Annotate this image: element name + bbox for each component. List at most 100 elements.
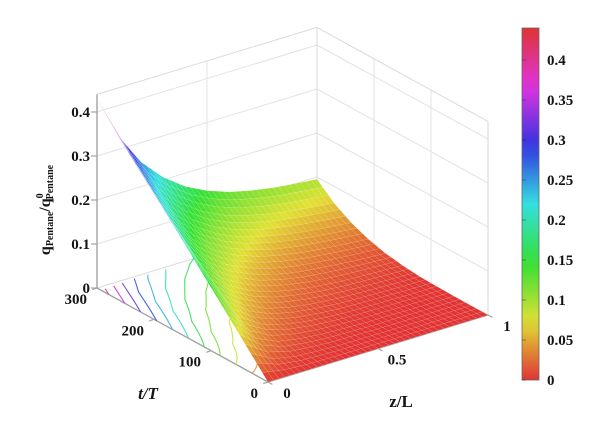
- surface-facet: [410, 331, 423, 338]
- surface-facet: [197, 249, 210, 263]
- surface-facet: [164, 210, 177, 229]
- surface-facet: [212, 205, 225, 216]
- surface-facet: [321, 332, 334, 339]
- x-tick-label: 0: [283, 386, 291, 402]
- y-tick-label: 0: [251, 386, 259, 402]
- surface-facet: [386, 288, 399, 295]
- surface-facet: [364, 305, 378, 311]
- surface-facet: [173, 187, 187, 200]
- surface-facet: [297, 282, 310, 289]
- surface-facet: [337, 328, 351, 334]
- surface-facet: [385, 262, 398, 269]
- surface-facet: [243, 323, 257, 333]
- surface-facet: [184, 191, 198, 204]
- surface-facet: [230, 270, 244, 279]
- floor-contour: [113, 285, 126, 304]
- surface-facet: [259, 296, 272, 303]
- surface-facet: [235, 241, 248, 250]
- surface-facet: [300, 358, 313, 365]
- surface-facet: [338, 353, 352, 359]
- surface-facet: [404, 328, 417, 334]
- surface-facet: [369, 293, 383, 300]
- surface-facet: [327, 351, 340, 357]
- surface-facet: [227, 306, 240, 320]
- surface-facet: [312, 255, 326, 263]
- surface-facet: [289, 366, 302, 374]
- surface-facet: [379, 253, 392, 259]
- surface-facet: [174, 214, 187, 227]
- surface-facet: [360, 346, 374, 353]
- surface-facet: [294, 365, 308, 373]
- surface-facet: [252, 274, 266, 281]
- surface-facet: [343, 341, 357, 348]
- surface-facet: [377, 341, 390, 348]
- surface-facet: [158, 197, 171, 213]
- surface-facet: [218, 239, 232, 249]
- surface-facet: [380, 290, 394, 296]
- surface-facet: [290, 253, 304, 260]
- surface-facet: [136, 164, 148, 184]
- surface-facet: [323, 253, 337, 260]
- surface-facet: [326, 315, 339, 322]
- surface-facet: [403, 309, 417, 315]
- surface-facet: [413, 281, 427, 287]
- colorbar-tick-label: 0.4: [547, 53, 566, 69]
- surface-facet: [426, 317, 439, 323]
- surface-facet: [220, 261, 233, 272]
- surface-facet: [352, 281, 365, 288]
- surface-facet: [289, 217, 302, 226]
- colorbar-tick-label: 0.2: [547, 213, 566, 229]
- surface-facet: [269, 274, 282, 281]
- surface-facet: [308, 280, 321, 288]
- surface-facet: [321, 348, 335, 354]
- surface-facet: [319, 300, 333, 307]
- surface-facet: [338, 348, 351, 354]
- surface-facet: [317, 212, 330, 221]
- surface-facet: [278, 219, 291, 228]
- surface-facet: [268, 255, 282, 263]
- surface-facet: [233, 319, 246, 333]
- colorbar: 0 0.05 0.1 0.15 0.2 0.25 0.3 0.35 0.4: [521, 27, 573, 389]
- surface-facet: [382, 330, 395, 336]
- surface-facet: [224, 240, 237, 249]
- surface-facet: [267, 213, 280, 222]
- surface-facet: [278, 369, 291, 378]
- surface-facet: [316, 349, 329, 356]
- surface-facet: [328, 210, 341, 219]
- surface-facet: [392, 302, 405, 308]
- surface-facet: [254, 311, 267, 319]
- x-tick-label: 1: [503, 319, 511, 335]
- surface-facet: [310, 335, 323, 341]
- surface-facet: [325, 304, 339, 311]
- z-tick-label: 0.3: [71, 149, 90, 165]
- surface-facet: [443, 321, 456, 327]
- surface-facet: [459, 302, 472, 308]
- surface-facet: [470, 313, 484, 319]
- surface-facet: [335, 257, 348, 264]
- surface-facet: [397, 305, 411, 312]
- surface-facet: [329, 252, 342, 259]
- surface-facet: [334, 244, 348, 252]
- floor-contour: [147, 274, 174, 330]
- surface-facet: [346, 272, 360, 279]
- surface-facet: [363, 284, 377, 291]
- surface-facet: [222, 306, 234, 320]
- surface-facet: [228, 207, 242, 216]
- surface-facet: [308, 286, 321, 293]
- y-axis-label: t/T: [138, 384, 158, 403]
- surface-facet: [396, 275, 410, 282]
- surface-facet: [374, 270, 387, 277]
- surface-facet: [333, 354, 346, 361]
- surface-facet: [124, 143, 136, 159]
- surface-facet: [371, 343, 385, 349]
- surface-facet: [271, 340, 285, 347]
- surface-facet: [338, 338, 351, 344]
- surface-facet: [391, 292, 405, 299]
- surface-facet: [331, 319, 345, 325]
- surface-facet: [239, 206, 253, 216]
- surface-facet: [300, 215, 313, 224]
- surface-facet: [124, 145, 137, 165]
- floor-contour: [184, 258, 205, 348]
- surface-facet: [279, 254, 293, 262]
- floor-contour: [133, 278, 158, 322]
